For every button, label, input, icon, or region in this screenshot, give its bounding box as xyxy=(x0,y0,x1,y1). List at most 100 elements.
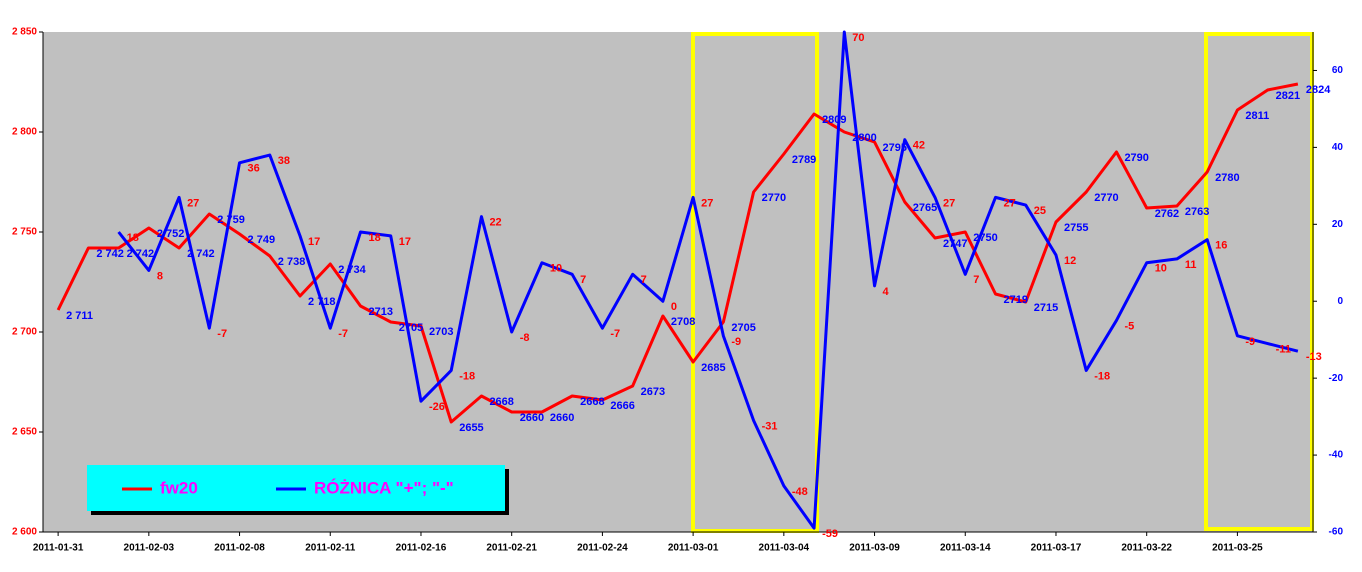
x-tick-label: 2011-03-09 xyxy=(849,543,900,554)
data-label: 2821 xyxy=(1276,90,1300,102)
x-tick-label: 2011-03-17 xyxy=(1031,543,1082,554)
data-label: 2685 xyxy=(701,362,725,374)
data-label: 10 xyxy=(1155,263,1167,275)
data-label: 2795 xyxy=(883,142,907,154)
y2-tick-label: -40 xyxy=(1329,450,1344,461)
data-label: 2770 xyxy=(762,192,786,204)
data-label: 2789 xyxy=(792,154,816,166)
x-tick-label: 2011-02-08 xyxy=(214,543,265,554)
data-label: 42 xyxy=(913,140,925,152)
x-tick-label: 2011-01-31 xyxy=(33,543,84,554)
series-line xyxy=(117,30,1299,530)
plot-area xyxy=(43,32,1313,532)
data-label: 2 742 xyxy=(96,248,124,260)
data-label: 25 xyxy=(1034,205,1046,217)
data-label: 2668 xyxy=(580,396,604,408)
data-label: 2666 xyxy=(610,400,634,412)
data-label: 27 xyxy=(187,197,199,209)
y-tick-label: 2 600 xyxy=(12,527,37,538)
y-tick-label: 2 800 xyxy=(12,127,37,138)
legend-label: fw20 xyxy=(160,478,198,497)
data-label: -11 xyxy=(1276,343,1291,355)
data-label: -18 xyxy=(459,370,475,382)
x-tick-label: 2011-03-22 xyxy=(1121,543,1172,554)
data-label: -26 xyxy=(429,401,445,413)
data-label: 2660 xyxy=(550,412,574,424)
data-label: 36 xyxy=(248,163,260,175)
data-label: -5 xyxy=(1124,320,1134,332)
data-label: 2790 xyxy=(1124,152,1148,164)
x-tick-label: 2011-02-24 xyxy=(577,543,628,554)
y2-tick-label: 20 xyxy=(1332,219,1344,230)
data-label: 2780 xyxy=(1215,172,1239,184)
data-label: 0 xyxy=(671,301,677,313)
y2-tick-label: 40 xyxy=(1332,142,1344,153)
data-label: 27 xyxy=(943,197,955,209)
x-tick-label: 2011-02-11 xyxy=(305,543,355,554)
data-label: -8 xyxy=(520,332,530,344)
y2-tick-label: -60 xyxy=(1329,527,1344,538)
data-label: 27 xyxy=(1004,197,1016,209)
data-label: -48 xyxy=(792,486,808,498)
data-label: 2824 xyxy=(1306,84,1331,96)
data-label: 2763 xyxy=(1185,206,1209,218)
data-label: 7 xyxy=(641,274,647,286)
data-label: 2811 xyxy=(1245,110,1269,122)
data-label: 2705 xyxy=(731,322,755,334)
x-tick-label: 2011-03-25 xyxy=(1212,543,1263,554)
data-label: 2 711 xyxy=(66,310,93,322)
data-label: 2747 xyxy=(943,238,967,250)
data-label: 16 xyxy=(1215,240,1227,252)
data-label: 70 xyxy=(852,32,864,44)
y-tick-label: 2 850 xyxy=(12,27,37,38)
data-label: 2655 xyxy=(459,422,483,434)
x-tick-label: 2011-02-21 xyxy=(486,543,537,554)
data-label: -7 xyxy=(338,328,348,340)
y-tick-label: 2 750 xyxy=(12,227,37,238)
data-label: -9 xyxy=(731,336,741,348)
data-label: 2765 xyxy=(913,202,937,214)
data-label: 2713 xyxy=(369,306,393,318)
data-label: -9 xyxy=(1245,336,1255,348)
series-line xyxy=(56,82,1299,424)
data-label: 2705 xyxy=(399,322,423,334)
highlight-box xyxy=(1204,32,1314,531)
data-label: 2673 xyxy=(641,386,665,398)
x-tick-label: 2011-03-14 xyxy=(940,543,991,554)
data-label: 2 749 xyxy=(248,234,276,246)
y-tick-label: 2 650 xyxy=(12,427,37,438)
data-label: -7 xyxy=(217,328,227,340)
data-label: 2 759 xyxy=(217,214,245,226)
highlight-box xyxy=(691,32,819,533)
data-label: 2703 xyxy=(429,326,453,338)
data-label: 11 xyxy=(1185,259,1197,271)
data-label: 2770 xyxy=(1094,192,1118,204)
data-label: 12 xyxy=(1064,255,1076,267)
y2-tick-label: -20 xyxy=(1329,373,1344,384)
data-label: 2719 xyxy=(1004,294,1028,306)
data-label: 17 xyxy=(308,236,320,248)
data-label: 7 xyxy=(580,274,586,286)
data-label: -13 xyxy=(1306,351,1322,363)
data-label: 2715 xyxy=(1034,302,1058,314)
data-label: 18 xyxy=(369,232,381,244)
data-label: 2 734 xyxy=(338,264,366,276)
data-label: -59 xyxy=(822,528,838,540)
x-tick-label: 2011-03-01 xyxy=(668,543,719,554)
data-label: 10 xyxy=(550,263,562,275)
data-label: 2668 xyxy=(489,396,513,408)
x-tick-label: 2011-02-03 xyxy=(124,543,175,554)
data-label: 22 xyxy=(489,217,501,229)
data-label: 17 xyxy=(399,236,411,248)
y2-tick-label: 0 xyxy=(1337,296,1343,307)
data-label: 2809 xyxy=(822,114,846,126)
data-label: -7 xyxy=(610,328,620,340)
y2-tick-label: 60 xyxy=(1332,65,1344,76)
data-label: -31 xyxy=(762,420,778,432)
data-label: 2755 xyxy=(1064,222,1088,234)
data-label: 18 xyxy=(127,232,139,244)
data-label: 2660 xyxy=(520,412,544,424)
x-tick-label: 2011-02-16 xyxy=(396,543,447,554)
data-label: 8 xyxy=(157,270,163,282)
